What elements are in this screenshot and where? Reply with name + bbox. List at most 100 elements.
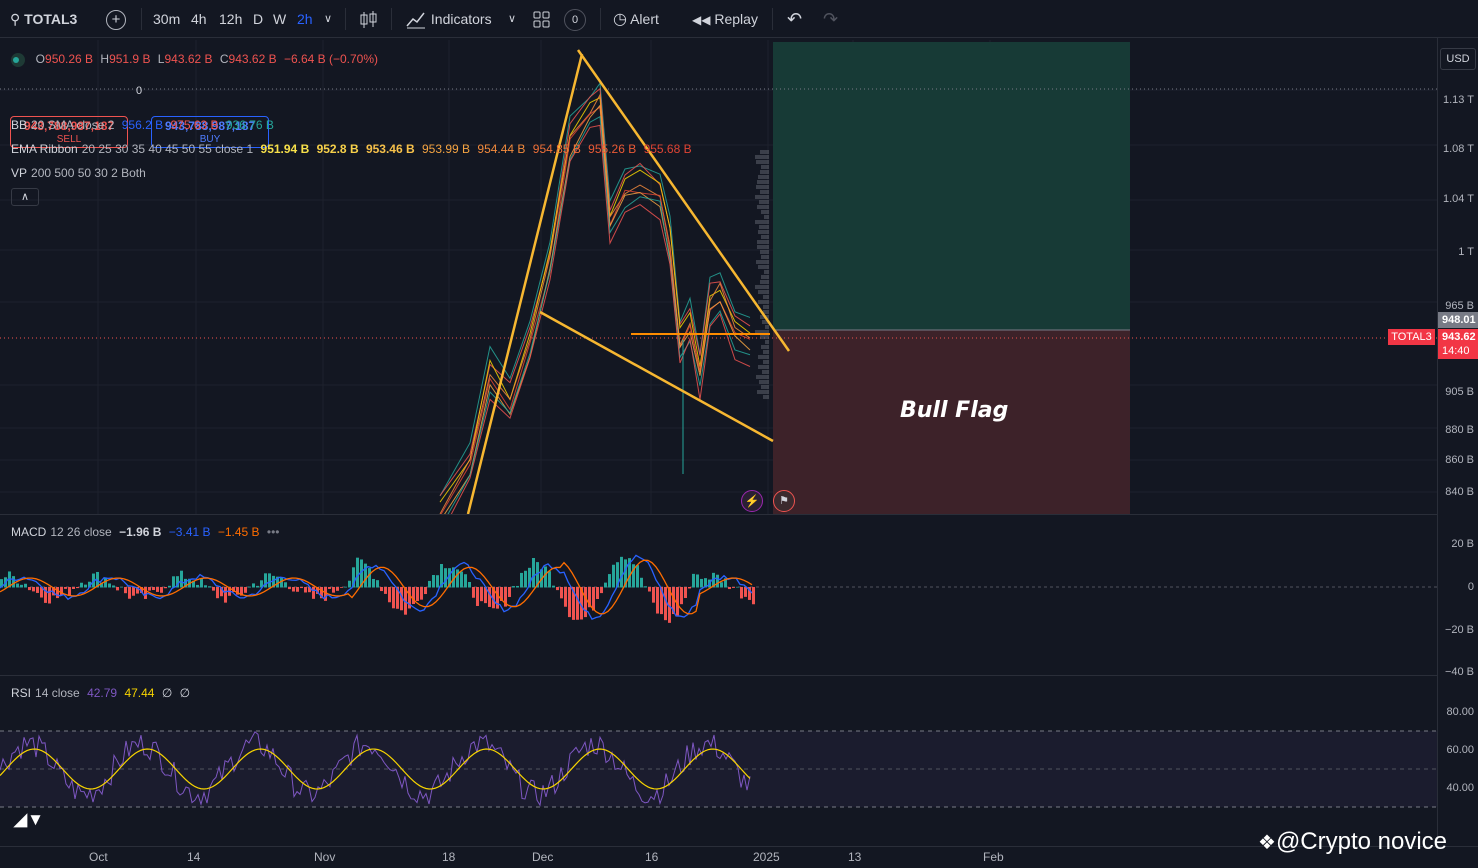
rsi-legend[interactable]: RSI 14 close 42.79 47.44 ∅ ∅ [11, 686, 191, 700]
layout-count-badge[interactable]: 0 [564, 0, 586, 38]
ema-ribbon-legend[interactable]: EMA Ribbon 20 25 30 35 40 45 50 55 close … [11, 142, 692, 156]
time-axis[interactable]: Oct 14 Nov 18 Dec 16 2025 13 Feb [0, 846, 1478, 868]
vp-legend[interactable]: VP 200 500 50 30 2 Both [11, 166, 146, 180]
macd-histogram-bar [24, 583, 27, 588]
alert-button[interactable]: ◷ Alert [613, 11, 659, 28]
macd-histogram-bar [752, 587, 755, 605]
spread-value: 0 [136, 85, 143, 97]
tradingview-logo-icon[interactable]: ◢▼ [14, 810, 44, 829]
indicators-button[interactable]: Indicators [405, 0, 492, 38]
macd-pane[interactable]: MACD 12 26 close −1.96 B −3.41 B −1.45 B … [0, 515, 1437, 675]
macd-histogram-bar [704, 578, 707, 588]
bb-legend[interactable]: BB 20 SMA close 2 956.2 B 975.63 B 936.76… [11, 118, 274, 132]
volume-profile-bar [755, 330, 769, 334]
macd-histogram-bar [216, 587, 219, 599]
volume-profile-bar [763, 310, 769, 314]
us-flag-event-icon[interactable]: ⚑ [773, 490, 795, 512]
ribbon-line [444, 104, 751, 514]
volume-profile-bar [765, 340, 769, 344]
rsi-band [0, 731, 1437, 807]
macd-histogram-bar [352, 567, 355, 588]
volume-profile-bar [761, 255, 769, 259]
macd-histogram-bar [296, 587, 299, 592]
sell-button[interactable]: 943,788,987,187 SELL [10, 116, 128, 148]
macd-histogram-bar [616, 562, 619, 588]
interval-12h-button[interactable]: 12h [219, 11, 243, 27]
price-axis[interactable]: USD 1.13 T 1.08 T 1.04 T 1 T 965 B 948.0… [1437, 38, 1478, 846]
symbol-search[interactable]: ⚲ TOTAL3 [10, 0, 77, 38]
macd-histogram-bar [308, 587, 311, 593]
grid-layout-icon [533, 11, 550, 28]
macd-histogram-bar [556, 587, 559, 591]
macd-histogram-bar [0, 579, 3, 588]
macd-histogram-bar [64, 587, 67, 589]
volume-profile-bar [763, 295, 769, 299]
macd-histogram-bar [480, 587, 483, 602]
undo-icon[interactable]: ↶ [787, 9, 803, 29]
macd-histogram-bar [664, 587, 667, 621]
macd-histogram-bar [404, 587, 407, 615]
macd-histogram-bar [628, 558, 631, 588]
interval-w-button[interactable]: W [273, 11, 287, 27]
macd-histogram-bar [280, 577, 283, 588]
volume-profile-bar [760, 335, 769, 339]
interval-2h-button[interactable]: 2h [297, 11, 313, 27]
layouts-button[interactable] [532, 0, 552, 38]
macd-histogram-bar [172, 576, 175, 588]
interval-d-button[interactable]: D [253, 11, 264, 27]
interval-dropdown-chevron-icon[interactable]: ∨ [324, 13, 333, 25]
chart-type-button[interactable] [357, 0, 379, 38]
macd-legend[interactable]: MACD 12 26 close −1.96 B −3.41 B −1.45 B … [11, 525, 280, 539]
macd-histogram-bar [600, 587, 603, 594]
macd-histogram-bar [16, 583, 19, 588]
compare-symbol-button[interactable]: + [106, 0, 126, 38]
volume-profile-bar [761, 275, 769, 279]
lightning-event-icon[interactable]: ⚡ [741, 490, 763, 512]
ribbon-line [450, 124, 751, 514]
macd-histogram-bar [252, 583, 255, 588]
volume-profile-bar [755, 220, 769, 224]
macd-histogram-bar [748, 587, 751, 600]
macd-histogram-bar [148, 587, 151, 591]
macd-histogram-bar [464, 574, 467, 588]
macd-histogram-bar [360, 559, 363, 588]
indicators-dropdown-chevron-icon[interactable]: ∨ [508, 13, 517, 25]
macd-histogram-bar [548, 571, 551, 588]
macd-histogram-bar [440, 564, 443, 588]
macd-histogram-bar [720, 582, 723, 588]
buy-button[interactable]: 943,788,987,187 BUY [151, 116, 269, 148]
volume-profile-bar [758, 175, 769, 179]
macd-histogram-bar [524, 570, 527, 588]
symbol-status-dot-icon [11, 52, 25, 67]
macd-histogram-bar [196, 584, 199, 588]
price-pane[interactable]: O950.26 B H951.9 B L943.62 B C943.62 B −… [0, 40, 1437, 514]
volume-profile-bar [759, 225, 769, 229]
macd-histogram-bar [516, 585, 519, 588]
more-options-icon[interactable]: ••• [266, 525, 280, 539]
ribbon-line [447, 115, 751, 514]
macd-histogram-bar [20, 584, 23, 588]
macd-histogram-bar [116, 587, 119, 591]
macd-histogram-bar [272, 575, 275, 588]
macd-histogram-bar [340, 587, 343, 588]
collapse-legend-chevron-up-icon[interactable]: ∧ [11, 188, 39, 206]
macd-histogram-bar [648, 587, 651, 592]
interval-30m-button[interactable]: 30m [153, 11, 181, 27]
macd-histogram-bar [44, 587, 47, 603]
signal-line [0, 559, 753, 615]
bull-flag-annotation[interactable]: Bull Flag [900, 398, 1009, 423]
macd-histogram-bar [436, 575, 439, 588]
macd-histogram-bar [260, 580, 263, 588]
redo-icon[interactable]: ↷ [823, 9, 839, 29]
watermark: ❖@Crypto novice [1258, 828, 1448, 855]
currency-button[interactable]: USD [1440, 48, 1476, 70]
interval-4h-button[interactable]: 4h [191, 11, 207, 27]
volume-profile-bar [758, 355, 769, 359]
macd-histogram-bar [224, 587, 227, 603]
macd-histogram-bar [256, 585, 259, 588]
rsi-pane[interactable]: RSI 14 close 42.79 47.44 ∅ ∅ ◢▼ [0, 676, 1437, 846]
macd-chart [0, 554, 1437, 623]
macd-histogram-bar [488, 587, 491, 607]
volume-profile-bar [761, 345, 769, 349]
replay-button[interactable]: ◀◀ Replay [692, 11, 758, 27]
